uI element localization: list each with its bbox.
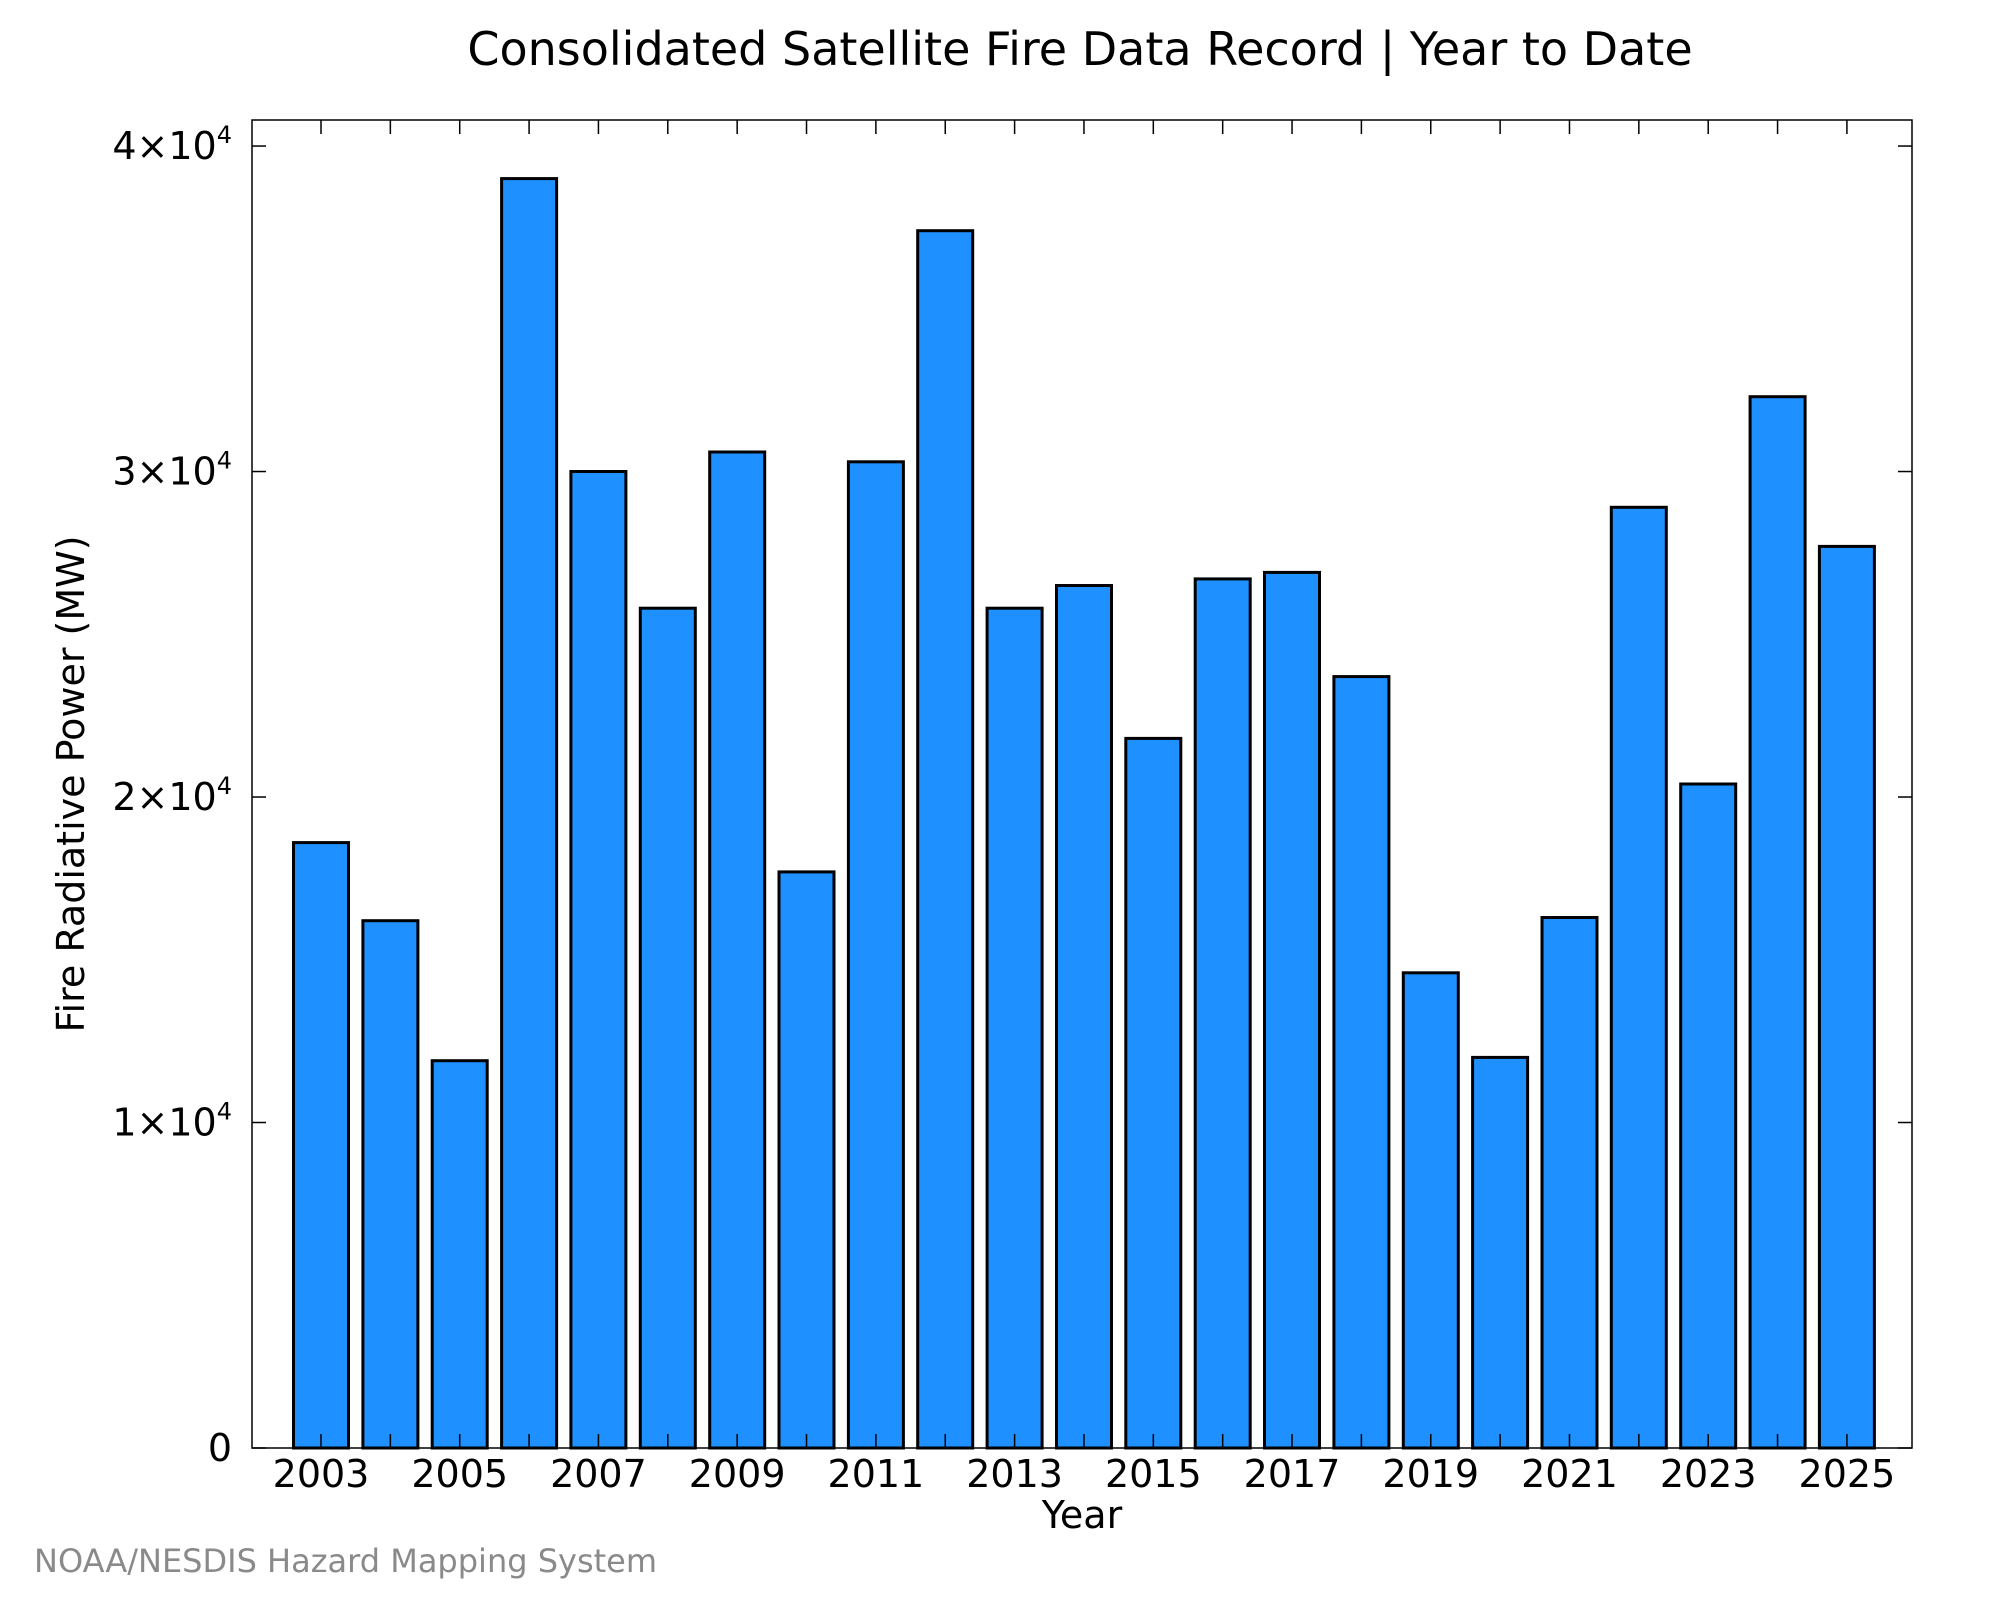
y-tick-label-4: 4×104 — [112, 121, 232, 168]
x-tick-label-2009: 2009 — [689, 1452, 786, 1496]
bar-2012 — [916, 229, 975, 1450]
x-tick-label-2019: 2019 — [1382, 1452, 1479, 1496]
bar-2009 — [708, 450, 767, 1450]
x-tick-label-2015: 2015 — [1105, 1452, 1202, 1496]
y-tick-label-3: 3×104 — [112, 447, 232, 494]
x-tick-label-2005: 2005 — [411, 1452, 508, 1496]
bar-2020 — [1471, 1055, 1530, 1450]
y-axis-ticks: 0 1×104 2×104 3×104 4×104 — [112, 121, 1912, 1470]
bar-2024 — [1748, 395, 1807, 1450]
bar-2010 — [777, 870, 836, 1450]
y-axis-label: Fire Radiative Power (MW) — [49, 535, 93, 1032]
bars-group — [292, 177, 1876, 1450]
bar-2017 — [1263, 570, 1321, 1450]
y-tick-label-1: 1×104 — [112, 1098, 232, 1145]
bar-2011 — [846, 460, 905, 1450]
x-tick-label-2011: 2011 — [828, 1452, 925, 1496]
bar-2003 — [292, 841, 350, 1450]
credit-text: NOAA/NESDIS Hazard Mapping System — [34, 1542, 657, 1580]
x-tick-label-2013: 2013 — [966, 1452, 1063, 1496]
bar-2006 — [500, 177, 559, 1450]
bar-2013 — [985, 606, 1044, 1450]
bar-2016 — [1193, 577, 1252, 1450]
bar-2008 — [638, 606, 697, 1450]
bar-2018 — [1332, 675, 1391, 1450]
bar-2023 — [1679, 782, 1738, 1450]
x-tick-label-2003: 2003 — [273, 1452, 370, 1496]
plot-frame — [251, 119, 1913, 1449]
bar-2007 — [569, 470, 628, 1450]
bar-2025 — [1817, 544, 1876, 1450]
y-tick-label-0: 0 — [208, 1426, 232, 1470]
x-axis-ticks: 2003 2005 2007 2009 2011 2013 2015 2017 2019 2021… — [273, 120, 1896, 1496]
y-tick-label-2: 2×104 — [112, 772, 232, 819]
bar-2019 — [1401, 971, 1460, 1450]
x-tick-label-2021: 2021 — [1521, 1452, 1618, 1496]
chart-title: Consolidated Satellite Fire Data Record … — [467, 22, 1692, 77]
x-tick-label-2007: 2007 — [550, 1452, 647, 1496]
x-axis-label: Year — [1041, 1493, 1123, 1537]
x-tick-label-2025: 2025 — [1799, 1452, 1896, 1496]
bar-2021 — [1540, 916, 1599, 1450]
bar-2015 — [1124, 736, 1183, 1450]
x-tick-label-2017: 2017 — [1244, 1452, 1341, 1496]
bar-2005 — [430, 1059, 489, 1450]
bar-2004 — [361, 919, 420, 1450]
bar-2014 — [1055, 584, 1113, 1450]
bar-2022 — [1609, 505, 1668, 1450]
x-tick-label-2023: 2023 — [1660, 1452, 1757, 1496]
